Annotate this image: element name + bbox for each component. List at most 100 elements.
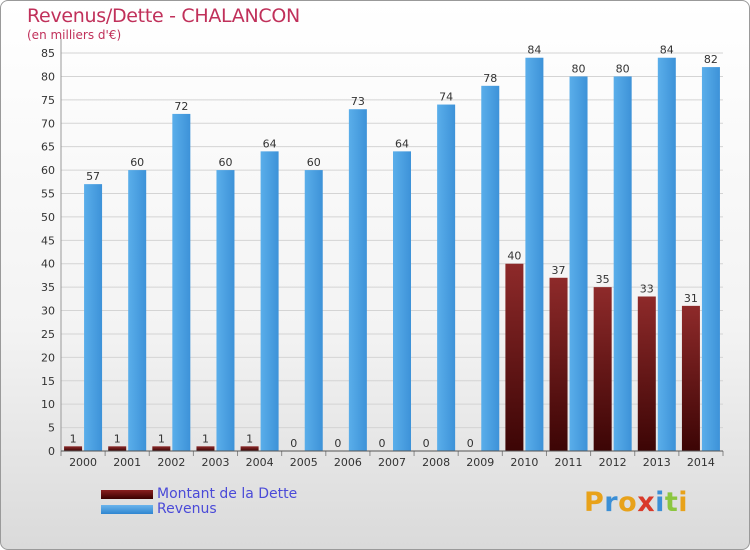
x-tick-label: 2010 <box>510 456 538 469</box>
data-label-revenus: 60 <box>130 156 144 169</box>
proxiti-logo: Proxiti <box>584 487 688 518</box>
y-tick-label: 80 <box>41 70 55 83</box>
bar-dette <box>196 446 215 451</box>
logo-letter: i <box>655 487 665 518</box>
data-label-revenus: 80 <box>616 62 630 75</box>
data-label-revenus: 74 <box>439 91 453 104</box>
data-label-dette: 0 <box>467 437 474 450</box>
data-label-revenus: 64 <box>395 137 409 150</box>
legend: Montant de la Dette Revenus <box>101 486 341 517</box>
data-label-revenus: 82 <box>704 53 718 66</box>
bar-revenus <box>613 76 632 452</box>
data-label-dette: 0 <box>290 437 297 450</box>
y-tick-label: 25 <box>41 328 55 341</box>
bar-revenus <box>437 104 456 451</box>
bar-revenus <box>216 170 235 451</box>
bar-revenus <box>525 57 544 452</box>
x-tick-label: 2014 <box>687 456 715 469</box>
y-tick-label: 85 <box>41 47 55 60</box>
y-tick-label: 30 <box>41 305 55 318</box>
bar-revenus <box>304 170 323 451</box>
y-tick-label: 65 <box>41 141 55 154</box>
data-label-revenus: 78 <box>483 72 497 85</box>
y-tick-label: 60 <box>41 164 55 177</box>
data-label-dette: 33 <box>640 283 654 296</box>
bar-dette <box>108 446 127 451</box>
bar-revenus <box>657 57 676 452</box>
bar-dette <box>505 263 524 451</box>
bar-dette <box>593 287 612 451</box>
bar-revenus <box>481 85 500 452</box>
bar-revenus <box>260 151 279 451</box>
data-label-dette: 0 <box>379 437 386 450</box>
y-tick-label: 15 <box>41 375 55 388</box>
x-tick-label: 2009 <box>466 456 494 469</box>
data-label-dette: 0 <box>334 437 341 450</box>
bar-dette <box>152 446 171 451</box>
data-label-dette: 40 <box>507 250 521 263</box>
data-label-revenus: 60 <box>218 156 232 169</box>
y-tick-label: 45 <box>41 234 55 247</box>
bar-dette <box>549 277 568 451</box>
x-tick-label: 2006 <box>334 456 362 469</box>
logo-letter: i <box>678 487 689 518</box>
data-label-revenus: 73 <box>351 95 365 108</box>
y-tick-label: 55 <box>41 188 55 201</box>
data-label-revenus: 84 <box>527 44 541 57</box>
legend-item-dette: Montant de la Dette <box>101 486 341 502</box>
bar-dette <box>64 446 83 451</box>
x-tick-label: 2012 <box>599 456 627 469</box>
legend-item-revenus: Revenus <box>101 501 341 517</box>
y-tick-label: 20 <box>41 351 55 364</box>
bar-dette <box>637 296 656 451</box>
legend-swatch-dette <box>101 490 153 499</box>
bar-revenus <box>172 113 191 451</box>
y-tick-label: 0 <box>48 445 55 458</box>
data-label-revenus: 80 <box>572 62 586 75</box>
bar-revenus <box>348 109 367 452</box>
data-label-dette: 1 <box>202 432 209 445</box>
legend-label-revenus: Revenus <box>157 501 217 517</box>
bar-dette <box>240 446 259 451</box>
logo-letter: t <box>664 487 679 518</box>
y-tick-label: 5 <box>48 422 55 435</box>
chart-title: Revenus/Dette - CHALANCON <box>27 5 300 27</box>
data-label-revenus: 57 <box>86 170 100 183</box>
x-tick-label: 2003 <box>201 456 229 469</box>
data-label-dette: 1 <box>114 432 121 445</box>
x-tick-label: 2008 <box>422 456 450 469</box>
logo-letter: x <box>637 487 656 518</box>
data-label-revenus: 60 <box>307 156 321 169</box>
y-tick-label: 75 <box>41 94 55 107</box>
x-tick-label: 2013 <box>643 456 671 469</box>
data-label-dette: 35 <box>596 273 610 286</box>
data-label-dette: 0 <box>423 437 430 450</box>
bar-revenus <box>569 76 588 452</box>
logo-letter: r <box>604 487 619 518</box>
y-tick-label: 70 <box>41 117 55 130</box>
bar-revenus <box>701 67 720 451</box>
bar-revenus <box>128 170 147 451</box>
x-tick-label: 2000 <box>69 456 97 469</box>
y-tick-label: 50 <box>41 211 55 224</box>
bar-dette <box>681 305 700 451</box>
data-label-dette: 31 <box>684 292 698 305</box>
logo-letter: P <box>584 487 605 518</box>
data-label-dette: 1 <box>158 432 165 445</box>
x-tick-label: 2011 <box>555 456 583 469</box>
data-label-dette: 37 <box>552 264 566 277</box>
data-label-dette: 1 <box>246 432 253 445</box>
x-tick-label: 2001 <box>113 456 141 469</box>
x-tick-label: 2005 <box>290 456 318 469</box>
data-label-revenus: 72 <box>174 100 188 113</box>
legend-swatch-revenus <box>101 505 153 514</box>
bar-revenus <box>84 184 103 452</box>
logo-letter: o <box>618 487 638 518</box>
y-tick-label: 40 <box>41 258 55 271</box>
bar-revenus <box>393 151 411 451</box>
x-tick-label: 2007 <box>378 456 406 469</box>
chart-subtitle: (en milliers d'€) <box>27 28 122 42</box>
data-label-revenus: 84 <box>660 44 674 57</box>
